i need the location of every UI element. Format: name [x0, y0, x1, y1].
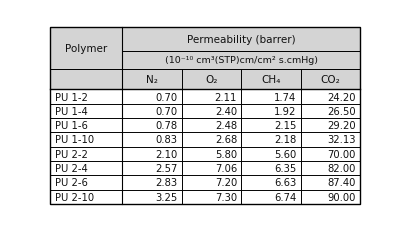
- Text: 0.83: 0.83: [156, 135, 178, 145]
- Bar: [241, 90, 300, 104]
- Text: 2.83: 2.83: [156, 178, 178, 188]
- Text: 7.20: 7.20: [215, 178, 237, 188]
- Text: Polymer: Polymer: [65, 44, 107, 54]
- Text: 82.00: 82.00: [328, 163, 356, 173]
- Text: 70.00: 70.00: [328, 149, 356, 159]
- Text: 2.68: 2.68: [215, 135, 237, 145]
- Text: 32.13: 32.13: [327, 135, 356, 145]
- Text: 1.74: 1.74: [274, 92, 296, 102]
- Text: PU 1-6: PU 1-6: [55, 121, 88, 131]
- Bar: [50, 161, 122, 175]
- Text: (10⁻¹⁰ cm³(STP)cm/cm² s.cmHg): (10⁻¹⁰ cm³(STP)cm/cm² s.cmHg): [165, 56, 318, 65]
- Text: 5.60: 5.60: [274, 149, 296, 159]
- Bar: [182, 190, 241, 204]
- Bar: [50, 104, 122, 119]
- Bar: [50, 175, 122, 190]
- Text: 90.00: 90.00: [328, 192, 356, 202]
- Bar: [182, 104, 241, 119]
- Bar: [182, 133, 241, 147]
- Text: 2.15: 2.15: [274, 121, 296, 131]
- Bar: [122, 90, 182, 104]
- Text: O₂: O₂: [205, 75, 218, 85]
- Bar: [300, 161, 360, 175]
- Bar: [300, 147, 360, 161]
- Bar: [300, 119, 360, 133]
- Bar: [122, 27, 360, 51]
- Bar: [50, 147, 122, 161]
- Bar: [122, 161, 182, 175]
- Bar: [241, 147, 300, 161]
- Bar: [300, 190, 360, 204]
- Text: 6.63: 6.63: [274, 178, 296, 188]
- Bar: [122, 190, 182, 204]
- Bar: [182, 70, 241, 90]
- Text: PU 2-10: PU 2-10: [55, 192, 94, 202]
- Bar: [122, 133, 182, 147]
- Bar: [300, 70, 360, 90]
- Text: 3.25: 3.25: [155, 192, 178, 202]
- Text: 2.48: 2.48: [215, 121, 237, 131]
- Bar: [50, 70, 122, 90]
- Text: PU 1-2: PU 1-2: [55, 92, 88, 102]
- Bar: [122, 147, 182, 161]
- Text: PU 1-4: PU 1-4: [55, 106, 88, 116]
- Text: 26.50: 26.50: [327, 106, 356, 116]
- Text: 2.40: 2.40: [215, 106, 237, 116]
- Bar: [50, 27, 122, 70]
- Bar: [50, 90, 122, 104]
- Bar: [122, 119, 182, 133]
- Text: CH₄: CH₄: [261, 75, 280, 85]
- Text: 7.30: 7.30: [215, 192, 237, 202]
- Bar: [182, 119, 241, 133]
- Text: 0.70: 0.70: [156, 106, 178, 116]
- Bar: [241, 161, 300, 175]
- Bar: [241, 133, 300, 147]
- Bar: [122, 104, 182, 119]
- Bar: [241, 119, 300, 133]
- Text: 2.57: 2.57: [155, 163, 178, 173]
- Bar: [182, 175, 241, 190]
- Text: 24.20: 24.20: [327, 92, 356, 102]
- Text: PU 1-10: PU 1-10: [55, 135, 94, 145]
- Bar: [122, 175, 182, 190]
- Bar: [241, 104, 300, 119]
- Bar: [182, 161, 241, 175]
- Text: Permeability (barrer): Permeability (barrer): [187, 34, 296, 44]
- Text: PU 2-2: PU 2-2: [55, 149, 88, 159]
- Text: N₂: N₂: [146, 75, 158, 85]
- Text: 7.06: 7.06: [215, 163, 237, 173]
- Bar: [50, 119, 122, 133]
- Bar: [300, 175, 360, 190]
- Bar: [122, 51, 360, 70]
- Text: 0.70: 0.70: [156, 92, 178, 102]
- Text: 6.74: 6.74: [274, 192, 296, 202]
- Bar: [50, 133, 122, 147]
- Bar: [182, 90, 241, 104]
- Text: 2.18: 2.18: [274, 135, 296, 145]
- Bar: [300, 104, 360, 119]
- Text: 87.40: 87.40: [328, 178, 356, 188]
- Bar: [241, 175, 300, 190]
- Text: CO₂: CO₂: [320, 75, 340, 85]
- Bar: [241, 190, 300, 204]
- Text: 6.35: 6.35: [274, 163, 296, 173]
- Bar: [50, 190, 122, 204]
- Text: PU 2-4: PU 2-4: [55, 163, 88, 173]
- Bar: [300, 133, 360, 147]
- Text: PU 2-6: PU 2-6: [55, 178, 88, 188]
- Text: 2.10: 2.10: [155, 149, 178, 159]
- Bar: [300, 90, 360, 104]
- Bar: [182, 147, 241, 161]
- Text: 2.11: 2.11: [215, 92, 237, 102]
- Text: 0.78: 0.78: [156, 121, 178, 131]
- Text: 5.80: 5.80: [215, 149, 237, 159]
- Bar: [241, 70, 300, 90]
- Bar: [122, 70, 182, 90]
- Text: 1.92: 1.92: [274, 106, 296, 116]
- Text: 29.20: 29.20: [327, 121, 356, 131]
